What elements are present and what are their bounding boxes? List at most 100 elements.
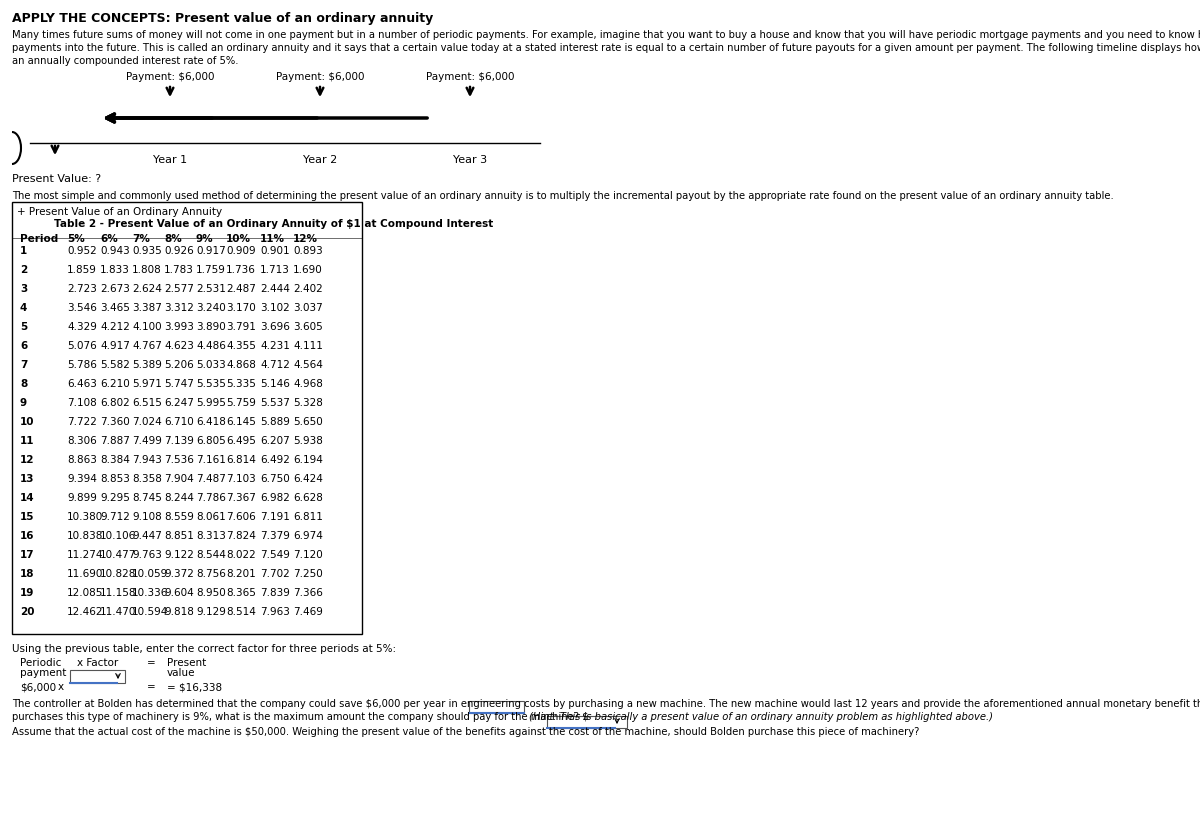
Text: 7.191: 7.191 bbox=[260, 512, 290, 522]
Text: 11.470: 11.470 bbox=[100, 607, 137, 617]
Text: x: x bbox=[58, 682, 64, 692]
Text: 9.712: 9.712 bbox=[100, 512, 130, 522]
Text: 3.037: 3.037 bbox=[293, 303, 323, 313]
Text: 9.295: 9.295 bbox=[100, 493, 130, 503]
Text: 6.194: 6.194 bbox=[293, 455, 323, 465]
Text: 3.102: 3.102 bbox=[260, 303, 289, 313]
Text: 6.492: 6.492 bbox=[260, 455, 290, 465]
Text: 7: 7 bbox=[20, 360, 28, 370]
Bar bbox=[12, 202, 362, 634]
Text: 0.935: 0.935 bbox=[132, 246, 162, 256]
Text: + Present Value of an Ordinary Annuity: + Present Value of an Ordinary Annuity bbox=[17, 207, 222, 217]
Text: Periodic: Periodic bbox=[20, 658, 61, 668]
Text: APPLY THE CONCEPTS: Present value of an ordinary annuity: APPLY THE CONCEPTS: Present value of an … bbox=[12, 12, 433, 25]
Text: 3.546: 3.546 bbox=[67, 303, 97, 313]
Text: 6.802: 6.802 bbox=[100, 398, 130, 408]
Text: 5.389: 5.389 bbox=[132, 360, 162, 370]
Text: 9.604: 9.604 bbox=[164, 588, 193, 598]
Text: 9.763: 9.763 bbox=[132, 550, 162, 560]
Text: 8.358: 8.358 bbox=[132, 474, 162, 484]
Text: 11: 11 bbox=[20, 436, 35, 446]
Text: 20: 20 bbox=[20, 607, 35, 617]
Text: Using the previous table, enter the correct factor for three periods at 5%:: Using the previous table, enter the corr… bbox=[12, 644, 396, 654]
Text: 2.673: 2.673 bbox=[100, 284, 130, 294]
Text: 1: 1 bbox=[20, 246, 28, 256]
Text: 10.594: 10.594 bbox=[132, 607, 168, 617]
Text: 1.690: 1.690 bbox=[293, 265, 323, 275]
Text: Year 2: Year 2 bbox=[302, 155, 337, 165]
Text: 10.838: 10.838 bbox=[67, 531, 103, 541]
Text: 7.024: 7.024 bbox=[132, 417, 162, 427]
Text: 7.839: 7.839 bbox=[260, 588, 290, 598]
Text: payment: payment bbox=[20, 668, 66, 678]
Text: 2.444: 2.444 bbox=[260, 284, 290, 294]
Text: 4.355: 4.355 bbox=[226, 341, 256, 351]
Text: 5.786: 5.786 bbox=[67, 360, 97, 370]
Text: 5.146: 5.146 bbox=[260, 379, 290, 389]
Text: 1.736: 1.736 bbox=[226, 265, 256, 275]
Text: 3.605: 3.605 bbox=[293, 322, 323, 332]
Text: 12%: 12% bbox=[293, 234, 318, 244]
Text: 0.917: 0.917 bbox=[196, 246, 226, 256]
Text: 7.469: 7.469 bbox=[293, 607, 323, 617]
Text: 7.487: 7.487 bbox=[196, 474, 226, 484]
Text: 1.759: 1.759 bbox=[196, 265, 226, 275]
Text: 17: 17 bbox=[20, 550, 35, 560]
Text: 8.365: 8.365 bbox=[226, 588, 256, 598]
Text: 6.811: 6.811 bbox=[293, 512, 323, 522]
Bar bbox=[547, 716, 628, 728]
Text: Year 1: Year 1 bbox=[152, 155, 187, 165]
Text: 9.394: 9.394 bbox=[67, 474, 97, 484]
Text: 12.085: 12.085 bbox=[67, 588, 103, 598]
Text: 6.495: 6.495 bbox=[226, 436, 256, 446]
Text: =: = bbox=[148, 658, 156, 668]
Text: 5.537: 5.537 bbox=[260, 398, 290, 408]
Text: 3.170: 3.170 bbox=[226, 303, 256, 313]
Text: 7.103: 7.103 bbox=[226, 474, 256, 484]
Text: 14: 14 bbox=[20, 493, 35, 503]
Text: 2: 2 bbox=[20, 265, 28, 275]
Text: 7.536: 7.536 bbox=[164, 455, 194, 465]
Text: 8.061: 8.061 bbox=[196, 512, 226, 522]
Text: 0.893: 0.893 bbox=[293, 246, 323, 256]
Text: 7.904: 7.904 bbox=[164, 474, 193, 484]
Text: 18: 18 bbox=[20, 569, 35, 579]
Text: 5.328: 5.328 bbox=[293, 398, 323, 408]
Text: 3: 3 bbox=[20, 284, 28, 294]
Text: 7.499: 7.499 bbox=[132, 436, 162, 446]
Text: 2.723: 2.723 bbox=[67, 284, 97, 294]
Text: $6,000: $6,000 bbox=[20, 682, 56, 692]
Text: 8: 8 bbox=[20, 379, 28, 389]
Text: 4: 4 bbox=[20, 303, 28, 313]
Text: Payment: $6,000: Payment: $6,000 bbox=[276, 72, 365, 82]
Text: 8.022: 8.022 bbox=[226, 550, 256, 560]
Text: 12: 12 bbox=[20, 455, 35, 465]
Text: 11.690: 11.690 bbox=[67, 569, 103, 579]
Text: 6: 6 bbox=[20, 341, 28, 351]
Text: 6.207: 6.207 bbox=[260, 436, 289, 446]
Text: 9.818: 9.818 bbox=[164, 607, 194, 617]
Text: 1.808: 1.808 bbox=[132, 265, 162, 275]
Text: 4.100: 4.100 bbox=[132, 322, 162, 332]
Text: payments into the future. This is called an ordinary annuity and it says that a : payments into the future. This is called… bbox=[12, 43, 1200, 53]
Text: 2.531: 2.531 bbox=[196, 284, 226, 294]
Text: 7.360: 7.360 bbox=[100, 417, 130, 427]
Text: 4.212: 4.212 bbox=[100, 322, 130, 332]
Text: 9.447: 9.447 bbox=[132, 531, 162, 541]
Text: 6.982: 6.982 bbox=[260, 493, 290, 503]
Text: 7.108: 7.108 bbox=[67, 398, 97, 408]
Text: 7.963: 7.963 bbox=[260, 607, 290, 617]
Text: 10.336: 10.336 bbox=[132, 588, 168, 598]
Text: 4.968: 4.968 bbox=[293, 379, 323, 389]
Text: 2.624: 2.624 bbox=[132, 284, 162, 294]
Text: 6.210: 6.210 bbox=[100, 379, 130, 389]
Text: 8.514: 8.514 bbox=[226, 607, 256, 617]
Text: 7.943: 7.943 bbox=[132, 455, 162, 465]
Text: 5.033: 5.033 bbox=[196, 360, 226, 370]
Text: 6.814: 6.814 bbox=[226, 455, 256, 465]
Text: 9.129: 9.129 bbox=[196, 607, 226, 617]
Text: 7.887: 7.887 bbox=[100, 436, 130, 446]
Text: (Hint: This is basically a present value of an ordinary annuity problem as highl: (Hint: This is basically a present value… bbox=[529, 712, 994, 722]
Text: 6.424: 6.424 bbox=[293, 474, 323, 484]
Text: =: = bbox=[148, 682, 156, 692]
